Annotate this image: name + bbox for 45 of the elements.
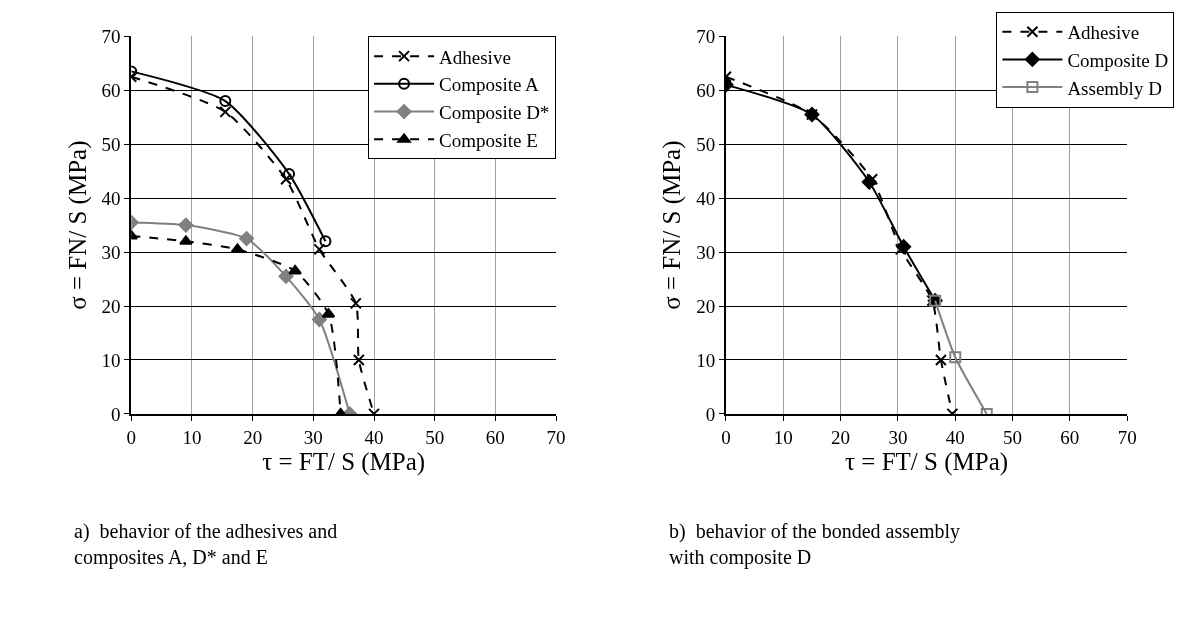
legend-label: Composite D* xyxy=(439,101,550,123)
x-tick-label: 20 xyxy=(243,426,263,448)
y-tick-label: 0 xyxy=(705,403,716,425)
x-tick-label: 40 xyxy=(945,426,965,448)
y-axis-title: σ = FN/ S (MPa) xyxy=(63,140,92,310)
x-tick-label: 0 xyxy=(721,426,731,448)
y-tick-label: 0 xyxy=(110,403,121,425)
y-tick-label: 10 xyxy=(696,349,716,371)
text: b) behavior of the bonded assembly with composite D xyxy=(669,520,961,569)
legend-label: Adhesive xyxy=(1067,22,1140,44)
legend-label: Composite A xyxy=(439,74,540,96)
legend-label: Adhesive xyxy=(439,46,511,68)
x-tick-label: 60 xyxy=(1060,426,1080,448)
y-tick-label: 60 xyxy=(101,79,121,101)
x-tick-label: 70 xyxy=(546,426,566,448)
x-tick-label: 60 xyxy=(485,426,505,448)
x-axis-title: τ = FT/ S (MPa) xyxy=(845,448,1009,477)
x-tick-label: 10 xyxy=(773,426,793,448)
x-tick-label: 10 xyxy=(182,426,202,448)
x-tick-label: 20 xyxy=(831,426,851,448)
x-tick-label: 30 xyxy=(303,426,323,448)
y-tick-label: 30 xyxy=(101,241,121,263)
legend-label: Assembly D xyxy=(1067,77,1162,99)
x-tick-label: 30 xyxy=(888,426,908,448)
y-tick-label: 20 xyxy=(696,295,716,317)
y-tick-label: 70 xyxy=(101,25,121,47)
x-tick-label: 0 xyxy=(126,426,137,448)
y-tick-label: 60 xyxy=(696,79,716,101)
x-tick-label: 50 xyxy=(425,426,445,448)
x-tick-label: 50 xyxy=(1003,426,1023,448)
y-tick-label: 40 xyxy=(696,187,716,209)
y-tick-label: 20 xyxy=(101,295,121,317)
x-tick-label: 70 xyxy=(1117,426,1137,448)
legend-label: Composite D xyxy=(1067,49,1169,71)
y-tick-label: 70 xyxy=(696,25,716,47)
text: a) behavior of the adhesives and composites A, D* and E xyxy=(74,520,338,569)
y-tick-label: 50 xyxy=(101,133,121,155)
y-tick-label: 30 xyxy=(696,241,716,263)
x-tick-label: 40 xyxy=(364,426,384,448)
y-axis-title: σ = FN/ S (MPa) xyxy=(658,140,687,310)
y-tick-label: 50 xyxy=(696,133,716,155)
y-tick-label: 40 xyxy=(101,187,121,209)
y-tick-label: 10 xyxy=(101,349,121,371)
x-axis-title: τ = FT/ S (MPa) xyxy=(262,448,426,477)
legend-label: Composite E xyxy=(439,129,538,151)
